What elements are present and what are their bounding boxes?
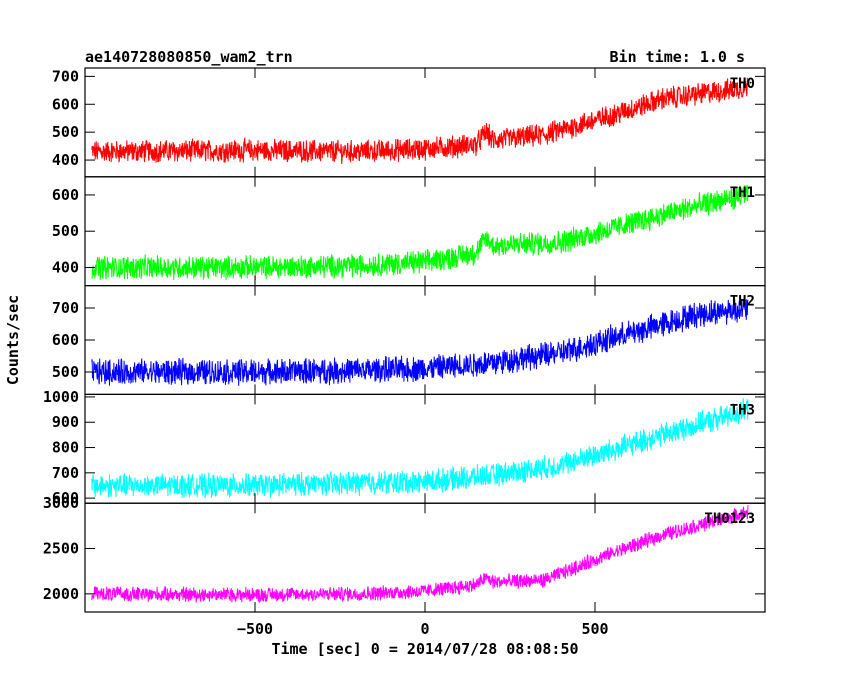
y-tick-label-th3-900: 900 [52,413,79,431]
x-tick-label-0: 0 [420,620,429,638]
panel-th0: 400 500 600 700 TH0 [52,67,766,178]
y-tick-label-th0-400: 400 [52,151,79,169]
y-tick-label-th2-700: 700 [52,299,79,317]
y-tick-label-th3-800: 800 [52,439,79,457]
y-tick-label-th1-400: 400 [52,258,79,276]
series-line-th2 [91,297,749,386]
y-tick-label-th3-700: 700 [52,464,79,482]
series-label-th1: TH1 [730,185,755,201]
series-label-th3: TH3 [730,402,755,418]
panel-th0123: 2000 2500 3000 TH0123 [43,494,766,613]
y-tick-label-th0123-3000: 3000 [43,494,79,512]
y-tick-label-th1-600: 600 [52,186,79,204]
y-tick-label-th0-700: 700 [52,67,79,85]
y-tick-label-th1-500: 500 [52,222,79,240]
series-label-th0: TH0 [730,76,755,92]
x-tick-label--500: −500 [237,620,273,638]
y-tick-label-th0-500: 500 [52,123,79,141]
x-tick-label-500: 500 [581,620,608,638]
y-tick-label-th3-1000: 1000 [43,388,79,406]
chart-title-right: Bin time: 1.0 s [610,48,745,66]
panel-th3: 600 700 800 900 1000 TH3 [43,388,766,507]
x-axis-label: Time [sec] 0 = 2014/07/28 08:08:50 [271,640,578,658]
series-label-th2: TH2 [730,294,755,310]
y-axis-label: Counts/sec [4,295,22,385]
chart-title-left: ae140728080850_wam2_trn [85,48,293,66]
y-tick-label-th0123-2000: 2000 [43,585,79,603]
y-tick-label-th0-600: 600 [52,95,79,113]
series-line-th1 [91,185,749,281]
y-tick-label-th2-500: 500 [52,363,79,381]
series-line-th3 [91,398,749,498]
panel-th2: 500 600 700 TH2 [52,285,766,396]
series-label-th0123: TH0123 [704,511,755,527]
series-line-th0123 [91,505,749,604]
y-tick-label-th2-600: 600 [52,331,79,349]
panels-group: 400 500 600 700 TH0 400 500 600 TH1 500 600 700 TH2 6… [43,67,766,638]
series-line-th0 [91,77,749,165]
y-tick-label-th3-600: 600 [52,489,79,507]
panel-th1: 400 500 600 TH1 [52,176,766,287]
y-tick-label-th0123-2500: 2500 [43,540,79,558]
